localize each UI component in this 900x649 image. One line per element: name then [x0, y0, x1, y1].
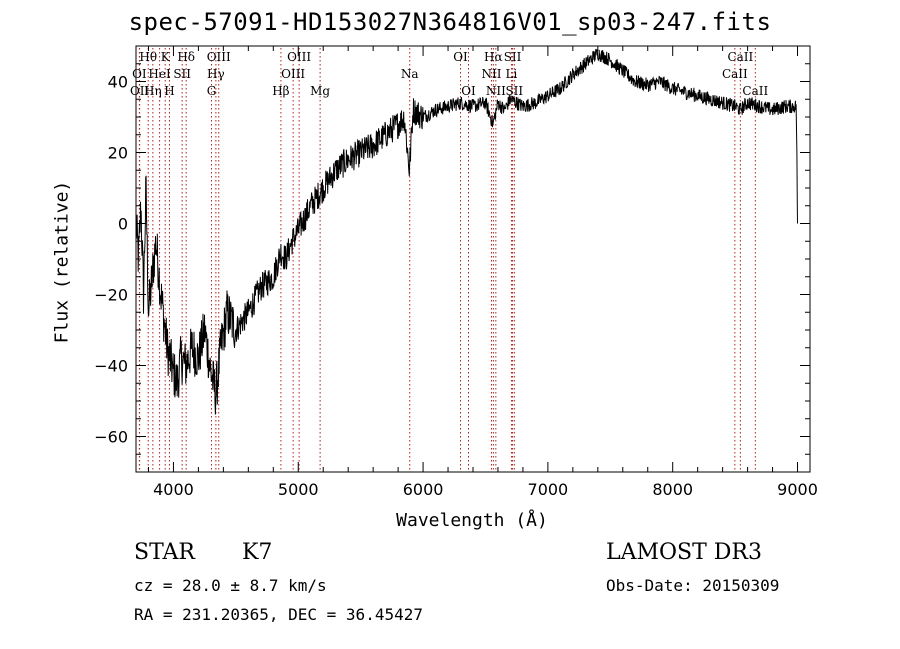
- emission-line-label: OI: [132, 67, 147, 81]
- chart-title: spec-57091-HD153027N364816V01_sp03-247.f…: [128, 8, 772, 36]
- emission-line-label: OIII: [281, 67, 305, 81]
- emission-line-label: Hγ: [207, 67, 225, 81]
- emission-line-label: SII: [173, 67, 191, 81]
- x-tick-label: 8000: [652, 480, 693, 499]
- y-tick-label: 40: [108, 73, 128, 92]
- emission-line-label: Hβ: [272, 84, 289, 98]
- survey-name: LAMOST DR3: [606, 540, 762, 565]
- y-tick-label: 0: [118, 215, 128, 234]
- emission-line-label: Hα: [484, 50, 503, 64]
- x-tick-label: 6000: [403, 480, 444, 499]
- x-tick-label: 4000: [153, 480, 194, 499]
- spectral-subclass: K7: [242, 540, 273, 565]
- y-tick-label: 20: [108, 144, 128, 163]
- emission-line-label: H: [164, 84, 174, 98]
- x-tick-label: 9000: [777, 480, 818, 499]
- coordinates: RA = 231.20365, DEC = 36.45427: [134, 605, 423, 624]
- emission-line-label: Mg: [310, 84, 330, 98]
- emission-line-label: SII: [504, 50, 522, 64]
- plot-frame: [135, 45, 811, 473]
- object-type: STAR: [134, 540, 195, 565]
- y-tick-label: −20: [94, 286, 128, 305]
- redshift-text: cz = 28.0 ± 8.7 km/s: [134, 576, 327, 595]
- x-axis-label: Wavelength (Å): [396, 510, 548, 531]
- obs-date: Obs-Date: 20150309: [606, 576, 780, 595]
- x-axis-ticks: 4000 5000 6000 7000 8000 9000: [147, 46, 818, 499]
- emission-line-label: CaII: [742, 84, 768, 98]
- y-axis-label: Flux (relative): [51, 180, 73, 344]
- emission-line-label: OI: [461, 84, 476, 98]
- emission-line-label: NII: [486, 84, 506, 98]
- emission-line-label: K: [161, 50, 171, 64]
- x-tick-label: 5000: [278, 480, 319, 499]
- emission-line-label: Na: [401, 67, 419, 81]
- emission-line-label: OIII: [207, 50, 231, 64]
- y-tick-label: −60: [94, 428, 128, 447]
- emission-line-label: OIII: [287, 50, 311, 64]
- emission-line-markers: [138, 48, 756, 472]
- emission-line-label: Li: [506, 67, 518, 81]
- emission-line-label: G: [207, 84, 217, 98]
- emission-line-label: Hη: [144, 84, 162, 98]
- y-axis-ticks: −60 −40 −20 0 20 40: [94, 45, 810, 473]
- emission-line-label: CaII: [727, 50, 753, 64]
- emission-line-label: NII: [481, 67, 501, 81]
- emission-line-label: Hθ: [139, 50, 157, 64]
- emission-line-label: OII: [130, 84, 150, 98]
- emission-line-label: HeI: [148, 67, 171, 81]
- emission-line-label: CaII: [722, 67, 748, 81]
- emission-line-label: SII: [505, 84, 523, 98]
- y-tick-label: −40: [94, 357, 128, 376]
- flux-series-line: [135, 48, 798, 415]
- x-tick-label: 7000: [528, 480, 569, 499]
- emission-line-label: OI: [453, 50, 468, 64]
- emission-line-label: Hδ: [177, 50, 195, 64]
